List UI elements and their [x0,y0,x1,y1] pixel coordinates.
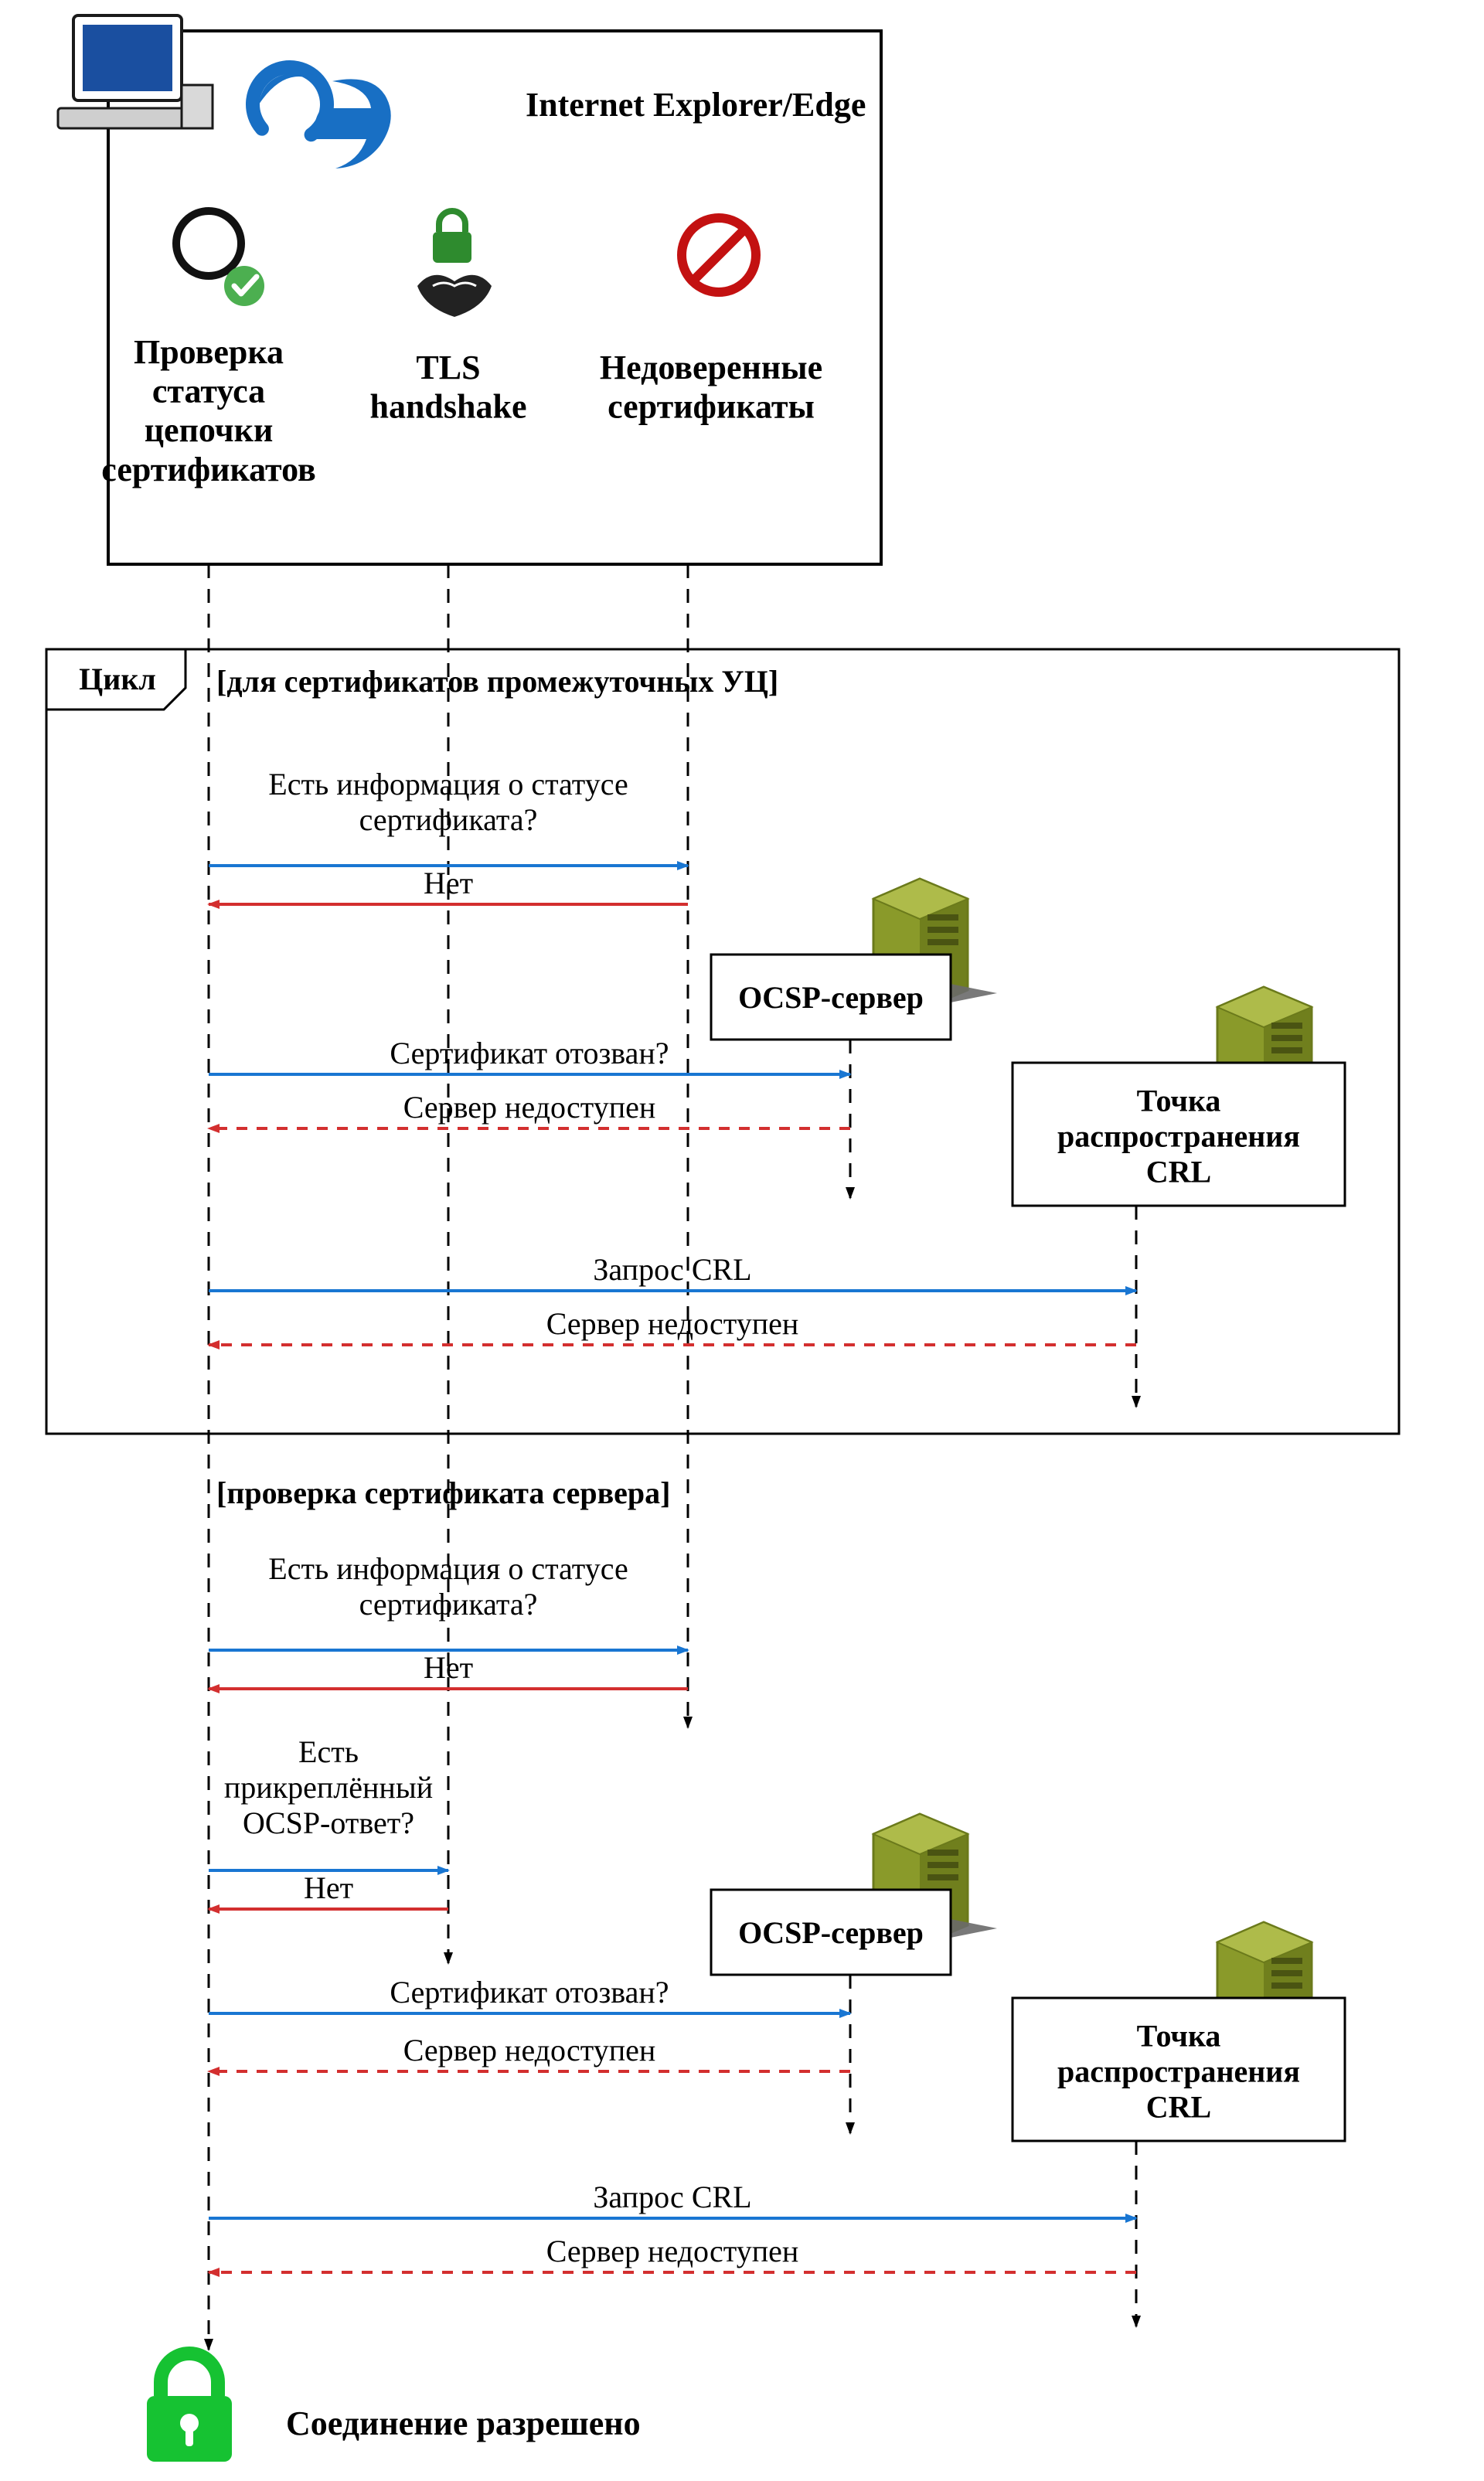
untrusted-label: Недоверенныесертификаты [600,349,822,426]
section2-label: [проверка сертификата сервера] [216,1475,671,1510]
final-label: Соединение разрешено [286,2404,641,2442]
svg-text:распространения: распространения [1057,2054,1300,2089]
svg-text:Точка: Точка [1137,2019,1221,2054]
arrow-label-s1_q3: Запрос CRL [593,1252,751,1287]
svg-text:Сертификат отозван?: Сертификат отозван? [390,1975,669,2010]
svg-text:Цикл: Цикл [79,662,156,696]
arrow-label-s2_no1: Нет [424,1650,473,1685]
arrow-label-s1_un2: Сервер недоступен [546,1306,799,1341]
svg-text:OCSP-ответ?: OCSP-ответ? [243,1805,414,1840]
svg-text:[проверка сертификата сервера]: [проверка сертификата сервера] [216,1475,671,1510]
svg-text:OCSP-сервер: OCSP-сервер [738,980,924,1015]
svg-text:Нет: Нет [424,866,473,900]
lock-icon [147,2353,232,2462]
svg-text:Нет: Нет [304,1870,353,1905]
arrow-label-s2_q2: ЕстьприкреплённыйOCSP-ответ? [224,1734,433,1840]
svg-text:Соединение разрешено: Соединение разрешено [286,2404,641,2442]
svg-text:Сервер недоступен: Сервер недоступен [546,2234,799,2268]
svg-text:Сервер недоступен: Сервер недоступен [546,1306,799,1341]
svg-text:TLS: TLS [416,349,480,386]
svg-text:Сервер недоступен: Сервер недоступен [403,2033,656,2068]
svg-text:прикреплённый: прикреплённый [224,1770,433,1805]
svg-text:сертификатов: сертификатов [101,451,316,488]
cycle-tab-label: Цикл [79,662,156,696]
svg-text:цепочки: цепочки [145,411,274,449]
arrow-label-s2_q3: Сертификат отозван? [390,1975,669,2010]
server-label-ocsp1: OCSP-сервер [738,980,924,1015]
arrow-label-s2_un1: Сервер недоступен [403,2033,656,2068]
browser-title: Internet Explorer/Edge [526,86,866,124]
svg-text:Нет: Нет [424,1650,473,1685]
svg-text:CRL: CRL [1146,1155,1211,1189]
svg-text:CRL: CRL [1146,2090,1211,2125]
svg-text:распространения: распространения [1057,1119,1300,1154]
svg-text:[для сертификатов промежуточны: [для сертификатов промежуточных УЦ] [216,664,778,699]
svg-text:handshake: handshake [369,388,526,426]
svg-text:сертификата?: сертификата? [359,802,538,837]
svg-text:сертификаты: сертификаты [608,388,815,426]
svg-text:Есть информация о статусе: Есть информация о статусе [268,1551,628,1586]
svg-text:Internet Explorer/Edge: Internet Explorer/Edge [526,86,866,124]
svg-text:Есть информация о статусе: Есть информация о статусе [268,767,628,801]
svg-text:Проверка: Проверка [134,333,284,371]
section1-label: [для сертификатов промежуточных УЦ] [216,664,778,699]
arrow-label-s1_no1: Нет [424,866,473,900]
svg-text:статуса: статуса [152,373,265,410]
sequence-diagram: Internet Explorer/Edge Проверкастатусацеп… [0,0,1484,2481]
arrow-label-s1_q2: Сертификат отозван? [390,1036,669,1070]
arrow-label-s2_q1: Есть информация о статусесертификата? [268,1551,628,1622]
arrow-label-s1_un1: Сервер недоступен [403,1090,656,1125]
svg-text:Недоверенные: Недоверенные [600,349,822,386]
svg-text:Сертификат отозван?: Сертификат отозван? [390,1036,669,1070]
arrow-label-s2_q4: Запрос CRL [593,2180,751,2214]
arrow-label-s2_un2: Сервер недоступен [546,2234,799,2268]
svg-text:OCSP-сервер: OCSP-сервер [738,1915,924,1950]
svg-text:сертификата?: сертификата? [359,1587,538,1622]
arrow-label-s1_q1: Есть информация о статусесертификата? [268,767,628,837]
svg-text:Сервер недоступен: Сервер недоступен [403,1090,656,1125]
svg-text:Есть: Есть [298,1734,359,1769]
server-label-ocsp2: OCSP-сервер [738,1915,924,1950]
arrow-label-s2_no2: Нет [304,1870,353,1905]
svg-text:Точка: Точка [1137,1084,1221,1118]
svg-text:Запрос CRL: Запрос CRL [593,1252,751,1287]
svg-text:Запрос CRL: Запрос CRL [593,2180,751,2214]
